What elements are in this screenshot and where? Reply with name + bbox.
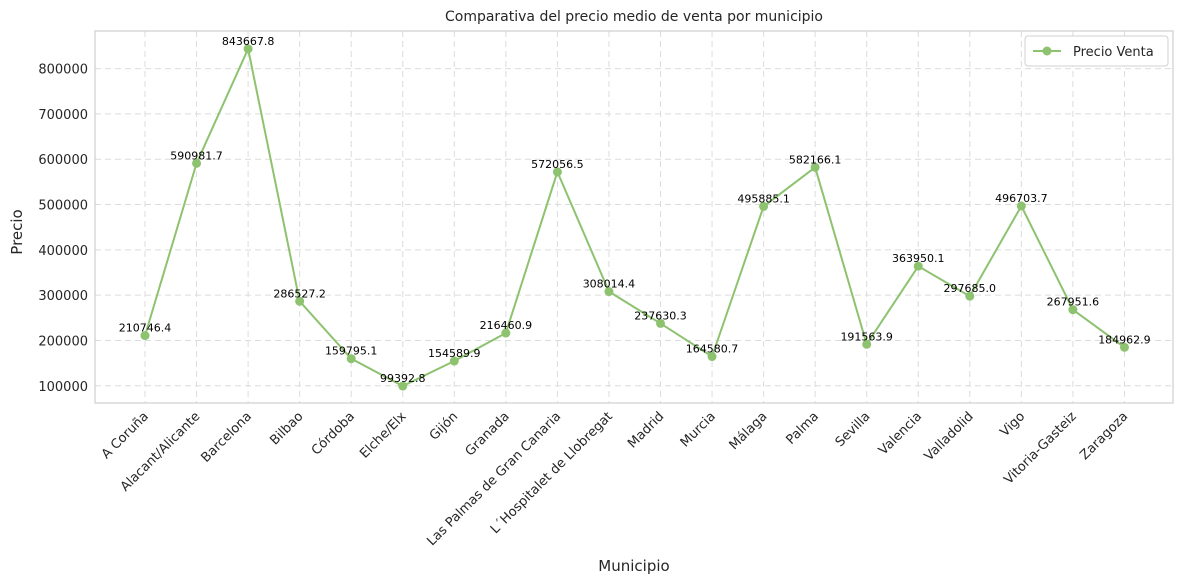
plot-frame bbox=[94, 30, 1174, 404]
x-tick-label: Murcia bbox=[678, 409, 719, 450]
x-tick-label: A Coruña bbox=[99, 409, 152, 462]
data-label: 164580.7 bbox=[686, 343, 739, 356]
data-point bbox=[965, 291, 975, 301]
data-label: 297685.0 bbox=[944, 282, 997, 295]
x-tick-label: Elche/Elx bbox=[357, 409, 410, 462]
y-tick-label: 800000 bbox=[38, 63, 88, 78]
data-labels: 210746.4 590981.7 843667.8 286527.2 159795.1… bbox=[119, 35, 1151, 385]
data-point bbox=[552, 167, 562, 177]
data-label: 237630.3 bbox=[634, 309, 687, 322]
legend-box bbox=[1024, 35, 1169, 67]
legend: Precio Venta bbox=[1024, 35, 1169, 67]
data-label: 286527.2 bbox=[273, 287, 326, 300]
data-label: 154589.9 bbox=[428, 347, 481, 360]
data-label: 216460.9 bbox=[480, 319, 533, 332]
data-label: 308014.4 bbox=[583, 278, 636, 291]
data-point bbox=[759, 201, 769, 211]
data-point bbox=[501, 328, 511, 338]
data-label: 210746.4 bbox=[119, 322, 172, 335]
data-label: 572056.5 bbox=[531, 158, 584, 171]
y-tick-label: 200000 bbox=[38, 334, 88, 349]
x-tick-label: Córdoba bbox=[309, 409, 358, 458]
data-label: 363950.1 bbox=[892, 252, 945, 265]
data-point bbox=[295, 296, 305, 306]
data-label: 267951.6 bbox=[1047, 296, 1100, 309]
x-tick-label: Granada bbox=[463, 409, 513, 459]
data-label: 843667.8 bbox=[222, 35, 275, 48]
y-tick-label: 100000 bbox=[38, 380, 88, 395]
data-point bbox=[1016, 201, 1026, 211]
x-tick-label: Valladolid bbox=[922, 409, 977, 464]
series-line bbox=[144, 45, 1126, 388]
data-label: 99392.8 bbox=[380, 372, 426, 385]
legend-label: Precio Venta bbox=[1073, 45, 1154, 60]
data-label: 184962.9 bbox=[1098, 333, 1151, 346]
y-axis-label: Precio bbox=[8, 209, 26, 254]
data-point bbox=[707, 352, 717, 362]
legend-marker bbox=[1042, 46, 1052, 56]
x-tick-label: Palma bbox=[783, 409, 822, 448]
x-tick-label: Zaragoza bbox=[1077, 409, 1131, 463]
y-tick-label: 400000 bbox=[38, 244, 88, 259]
grid-lines bbox=[95, 31, 1173, 403]
chart-title: Comparativa del precio medio de venta po… bbox=[445, 9, 823, 25]
data-point bbox=[449, 356, 459, 366]
data-point bbox=[810, 162, 820, 172]
x-tick-label: Bilbao bbox=[267, 409, 306, 448]
y-tick-label: 600000 bbox=[38, 153, 88, 168]
data-point bbox=[140, 331, 150, 341]
data-point bbox=[243, 44, 253, 54]
data-point bbox=[398, 381, 408, 391]
data-label: 495885.1 bbox=[737, 192, 790, 205]
data-point bbox=[604, 287, 614, 297]
y-axis-ticks: 100000 200000 300000 400000 500000 600000 7000… bbox=[38, 63, 88, 395]
data-point bbox=[192, 158, 202, 168]
data-point bbox=[1119, 342, 1129, 352]
x-tick-label: Vigo bbox=[997, 409, 1028, 440]
data-point bbox=[346, 354, 356, 364]
y-tick-label: 300000 bbox=[38, 289, 88, 304]
y-tick-label: 700000 bbox=[38, 108, 88, 123]
x-tick-label: Madrid bbox=[625, 409, 667, 451]
series-precio-venta bbox=[140, 44, 1129, 391]
x-tick-label: Málaga bbox=[727, 409, 771, 453]
data-label: 590981.7 bbox=[170, 149, 223, 162]
data-point bbox=[913, 261, 923, 271]
data-point bbox=[1068, 305, 1078, 315]
data-label: 159795.1 bbox=[325, 345, 378, 358]
data-label: 191563.9 bbox=[840, 330, 893, 343]
x-tick-label: Valencia bbox=[876, 409, 925, 458]
data-label: 496703.7 bbox=[995, 192, 1048, 205]
data-label: 582166.1 bbox=[789, 153, 842, 166]
data-point bbox=[862, 339, 872, 349]
data-point bbox=[656, 318, 665, 328]
x-tick-label: Sevilla bbox=[833, 409, 874, 450]
x-axis-label: Municipio bbox=[598, 557, 669, 575]
y-tick-label: 500000 bbox=[38, 199, 88, 214]
x-tick-label: Barcelona bbox=[198, 409, 254, 465]
x-tick-label: Gijón bbox=[427, 409, 461, 443]
